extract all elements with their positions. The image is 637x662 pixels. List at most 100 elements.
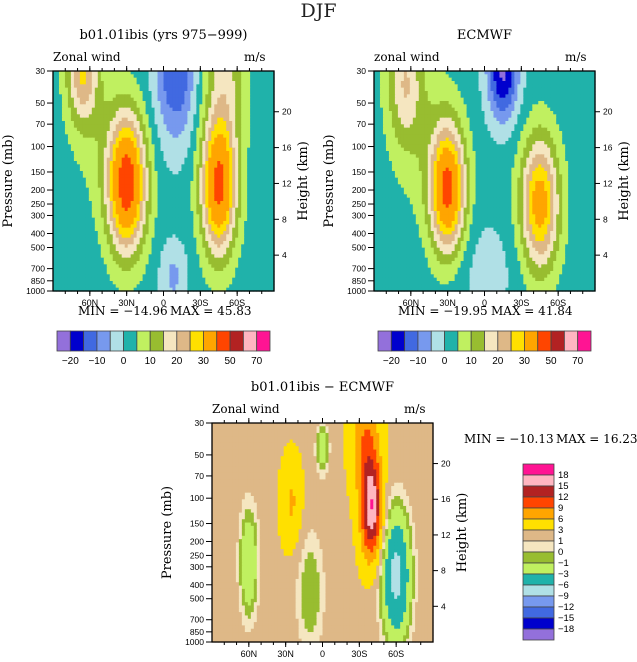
heatmap-cell xyxy=(121,247,126,252)
heatmap-cell xyxy=(145,261,150,265)
heatmap-cell xyxy=(55,207,60,212)
heatmap-cell xyxy=(115,247,120,252)
heatmap-cell xyxy=(253,174,257,179)
heatmap-cell xyxy=(169,207,174,212)
heatmap-cell xyxy=(157,151,162,155)
heatmap-cell xyxy=(97,224,102,229)
heatmap-cell xyxy=(235,271,239,275)
heatmap-cell xyxy=(85,204,90,209)
heatmap-cell xyxy=(250,231,254,235)
heatmap-cell xyxy=(106,181,111,185)
heatmap-cell xyxy=(79,71,84,75)
heatmap-cell xyxy=(121,97,126,102)
heatmap-cell xyxy=(226,247,230,252)
heatmap-cell xyxy=(223,121,227,125)
heatmap-cell xyxy=(94,81,99,85)
heatmap-cell xyxy=(94,284,99,289)
heatmap-cell xyxy=(118,261,123,265)
heatmap-cell xyxy=(103,71,108,75)
heatmap-cell xyxy=(268,194,272,199)
heatmap-cell xyxy=(79,224,84,229)
heatmap-cell xyxy=(172,137,177,142)
heatmap-cell xyxy=(118,251,123,255)
heatmap-cell xyxy=(175,101,180,105)
heatmap-cell xyxy=(61,141,66,145)
heatmap-cell xyxy=(109,264,114,269)
heatmap-cell xyxy=(112,201,117,205)
heatmap-cell xyxy=(145,254,150,259)
heatmap-cell xyxy=(250,204,254,209)
heatmap-cell xyxy=(103,224,108,229)
heatmap-cell xyxy=(64,194,69,199)
heatmap-cell xyxy=(193,287,197,292)
heatmap-cell xyxy=(187,84,191,89)
heatmap-cell xyxy=(253,181,257,185)
heatmap-cell xyxy=(157,164,162,169)
heatmap-cell xyxy=(64,74,69,79)
heatmap-cell xyxy=(88,177,93,182)
heatmap-cell xyxy=(163,241,168,245)
heatmap-cell xyxy=(109,141,114,145)
heatmap-cell xyxy=(271,267,275,272)
heatmap-cell xyxy=(106,254,111,259)
heatmap-cell xyxy=(55,154,60,159)
heatmap-cell xyxy=(121,77,126,82)
heatmap-cell xyxy=(241,131,245,135)
heatmap-cell xyxy=(151,184,156,189)
heatmap-cell xyxy=(145,104,150,109)
heatmap-cell xyxy=(172,271,177,275)
heatmap-cell xyxy=(256,287,260,292)
heatmap-cell xyxy=(238,164,242,169)
heatmap-cell xyxy=(127,217,132,222)
heatmap-cell xyxy=(193,197,197,202)
heatmap-cell xyxy=(58,187,63,192)
heatmap-cell xyxy=(55,261,60,265)
heatmap-cell xyxy=(235,194,239,199)
heatmap-cell xyxy=(256,84,260,89)
heatmap-cell xyxy=(136,181,141,185)
heatmap-cell xyxy=(115,137,120,142)
heatmap-cell xyxy=(82,187,87,192)
heatmap-cell xyxy=(208,174,212,179)
heatmap-cell xyxy=(175,167,180,172)
heatmap-cell xyxy=(91,134,96,139)
heatmap-cell xyxy=(70,134,75,139)
heatmap-cell xyxy=(175,261,180,265)
heatmap-cell xyxy=(85,211,90,215)
heatmap-cell xyxy=(151,101,156,105)
heatmap-cell xyxy=(211,97,215,102)
heatmap-cell xyxy=(139,84,144,89)
heatmap-cell xyxy=(58,157,63,162)
heatmap-cell xyxy=(127,154,132,159)
heatmap-cell xyxy=(100,164,105,169)
heatmap-cell xyxy=(70,237,75,242)
heatmap-cell xyxy=(76,94,81,99)
heatmap-cell xyxy=(256,121,260,125)
heatmap-cell xyxy=(76,197,81,202)
heatmap-cell xyxy=(82,231,87,235)
heatmap-cell xyxy=(88,254,93,259)
heatmap-cell xyxy=(271,281,275,285)
heatmap-cell xyxy=(259,214,263,219)
heatmap-cell xyxy=(79,201,84,205)
heatmap-cell xyxy=(142,247,147,252)
heatmap-cell xyxy=(199,151,203,155)
heatmap-cell xyxy=(172,217,177,222)
heatmap-cell xyxy=(124,181,129,185)
heatmap-cell xyxy=(67,251,72,255)
heatmap-cell xyxy=(244,151,248,155)
heatmap-cell xyxy=(223,261,227,265)
heatmap-cell xyxy=(139,77,144,82)
y-axis-label-right: Height (km) xyxy=(296,141,311,221)
heatmap-cell xyxy=(58,227,63,232)
heatmap-cell xyxy=(97,77,102,82)
heatmap-cell xyxy=(271,144,275,149)
heatmap-cell xyxy=(64,131,69,135)
heatmap-cell xyxy=(91,157,96,162)
heatmap-cell xyxy=(205,177,209,182)
heatmap-cell xyxy=(214,177,218,182)
heatmap-cell xyxy=(109,114,114,119)
heatmap-cell xyxy=(163,267,168,272)
heatmap-cell xyxy=(166,101,171,105)
heatmap-cell xyxy=(160,287,165,292)
